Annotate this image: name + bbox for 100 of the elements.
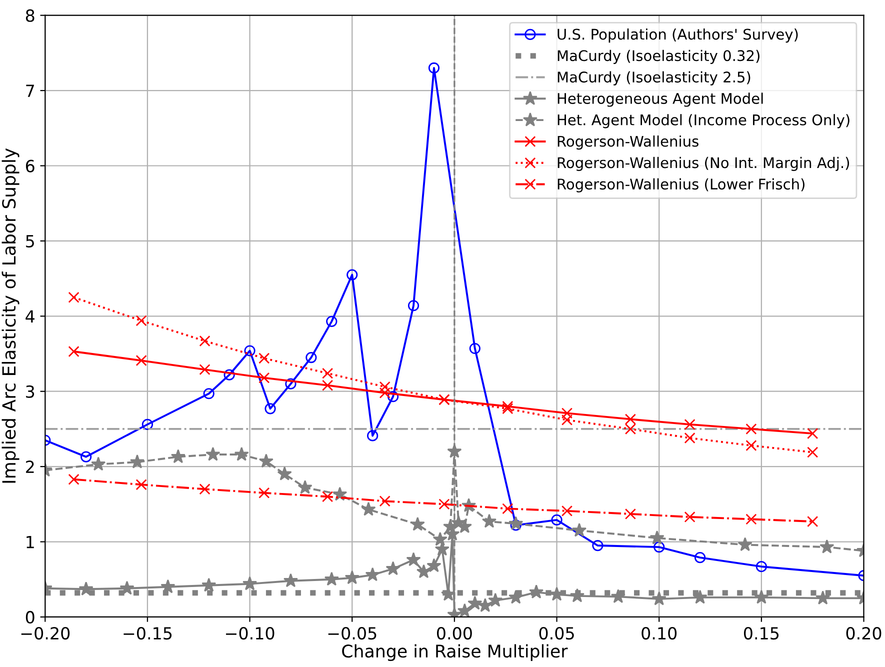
point [224,369,235,380]
point [346,269,358,280]
point [136,315,147,326]
point [561,505,573,516]
point [379,496,390,507]
y-tick-label: 8 [26,9,34,22]
x-tick-label: 0.05 [539,626,574,640]
point [258,454,274,468]
x-axis-title: Change in Raise Multiplier [342,644,568,662]
point [285,378,296,390]
point [361,502,376,516]
point [654,541,665,553]
legend-label: Rogerson-Wallenius [558,135,698,150]
point [298,480,312,494]
x-tick-label: −0.20 [21,626,70,640]
point [258,487,270,498]
point [91,456,106,471]
point [283,573,298,588]
point [68,474,80,485]
point [508,516,524,530]
point [652,591,666,606]
point [488,592,503,607]
point [551,514,562,526]
point [592,540,604,552]
point [68,346,80,358]
point [244,345,256,356]
point [80,451,92,462]
legend-label: Heterogeneous Agent Model [558,92,763,107]
point [322,380,334,391]
point [264,403,276,414]
point [408,300,420,312]
point [199,364,210,376]
point [469,342,480,354]
x-tick-label: 0.15 [744,626,779,640]
point [120,580,134,595]
point [136,354,147,366]
point [650,530,664,544]
point [508,590,524,604]
x-tick-label: −0.10 [226,626,274,640]
point [478,598,492,612]
point [130,454,145,468]
point [816,590,830,604]
point [199,484,210,495]
point [624,423,636,435]
point [684,432,696,444]
x-tick-label: 0.20 [846,626,882,640]
point [432,532,448,546]
point [142,418,154,430]
point [457,603,472,617]
point [234,446,249,461]
point [610,589,626,603]
y-tick-label: 5 [26,235,34,248]
point [258,372,270,384]
point [502,400,514,412]
point [136,479,147,490]
point [170,449,186,464]
point [379,381,390,392]
point [160,579,176,594]
point [529,584,544,598]
point [438,498,450,510]
point [738,537,752,552]
point [367,430,378,442]
point [756,561,767,572]
point [434,542,450,556]
point [277,466,292,480]
point [684,511,696,523]
point [746,514,757,525]
legend-label: Het. Agent Model (Income Process Only) [558,114,850,128]
point [344,570,360,584]
point [807,446,818,458]
point [386,561,400,576]
point [322,491,334,502]
point [561,408,573,419]
point [754,590,769,604]
y-tick-label: 3 [26,385,34,398]
point [68,292,80,303]
point [324,572,339,586]
point [326,316,338,327]
point [570,588,585,602]
legend-label: MaCurdy (Isoelasticity 2.5) [558,71,750,86]
point [482,514,497,528]
point [78,582,94,596]
point [624,414,636,425]
x-tick-label: 0.10 [642,626,677,640]
point [410,516,425,531]
point [746,440,757,452]
legend-label: MaCurdy (Isoelasticity 0.32) [558,50,760,64]
legend-label: Rogerson-Wallenius (No Int. Margin Adj.) [558,156,850,172]
point [306,352,317,364]
point [387,391,399,402]
y-axis-title: Implied Arc Elasticity of Labor Supply [2,148,20,483]
point [624,508,636,520]
point [426,558,442,572]
y-tick-label: 1 [26,536,34,548]
point [746,423,757,435]
point [692,590,708,604]
point [572,522,587,537]
point [242,576,258,590]
point [379,387,390,398]
point [468,596,482,610]
